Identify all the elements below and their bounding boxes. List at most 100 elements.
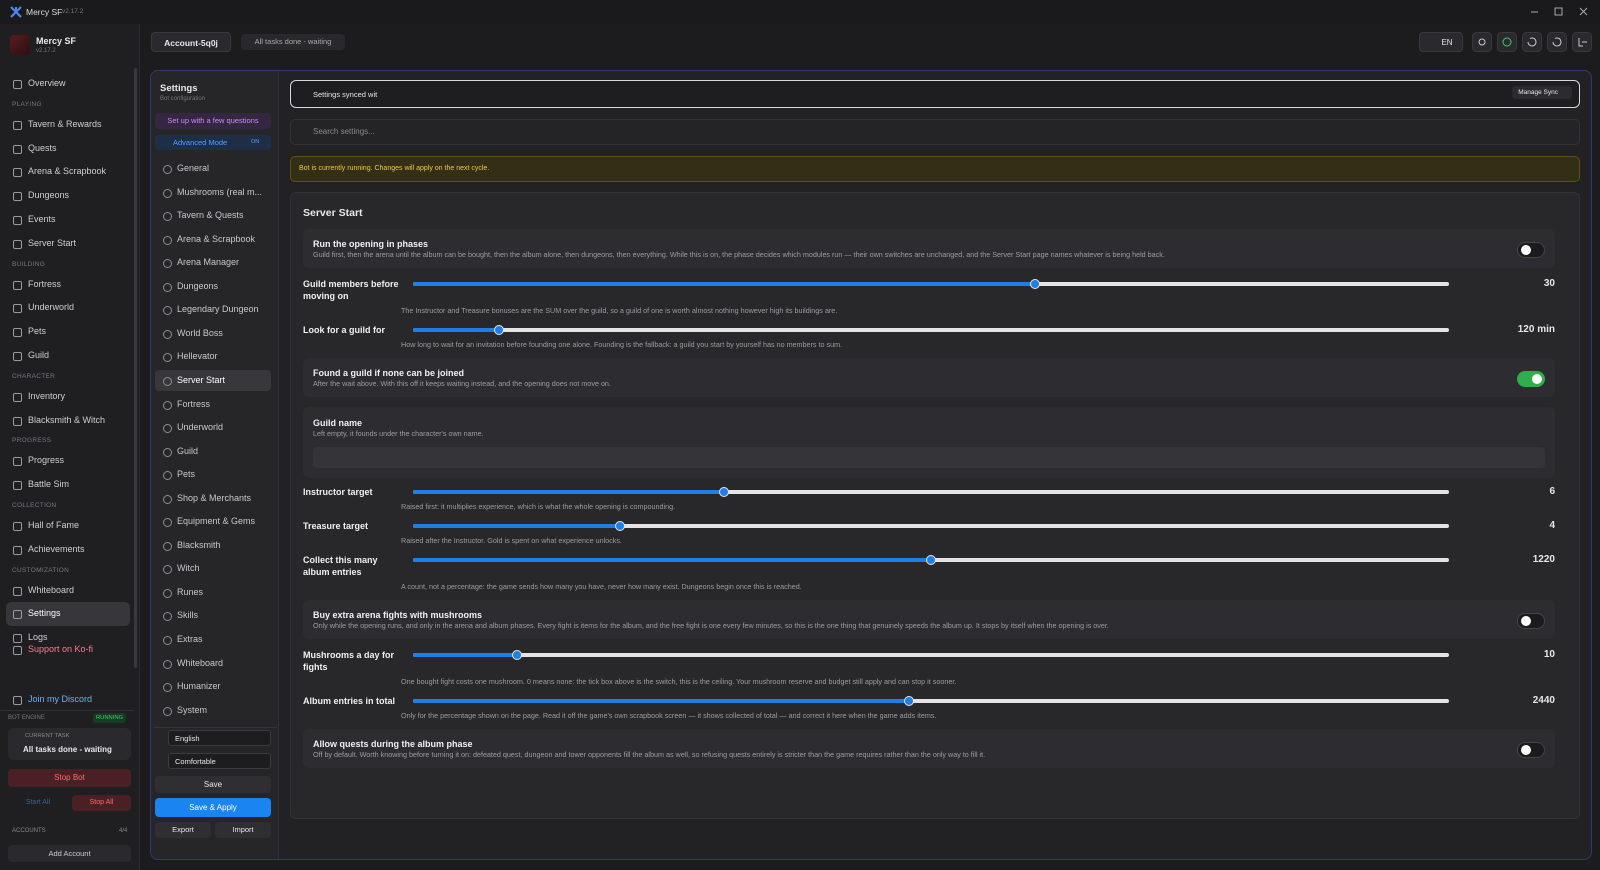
nav-item[interactable]: Underworld xyxy=(6,296,130,320)
nav-item[interactable]: Tavern & Rewards xyxy=(6,113,130,137)
nav-item[interactable]: Server Start xyxy=(6,232,130,256)
divider xyxy=(153,727,277,728)
settings-nav-item[interactable]: Guild xyxy=(155,441,271,462)
slider-track[interactable] xyxy=(413,486,1449,498)
status-chip: All tasks done - waiting xyxy=(241,34,345,50)
settings-nav-item[interactable]: Runes xyxy=(155,582,271,603)
engine-label: BOT ENGINE xyxy=(8,715,45,721)
settings-nav-item[interactable]: Whiteboard xyxy=(155,653,271,674)
row-title: Collect this many album entries xyxy=(303,555,378,577)
nav-heading: PLAYING xyxy=(12,100,42,108)
row-title: Run the opening in phases xyxy=(313,239,429,249)
sync-bar: Settings synced wit Manage Sync xyxy=(290,80,1580,108)
toolbar-icons[interactable] xyxy=(1472,32,1592,52)
text-input[interactable] xyxy=(313,447,1545,468)
toggle[interactable] xyxy=(1517,371,1545,387)
settings-nav-item[interactable]: Legendary Dungeon xyxy=(155,299,271,320)
slider-track[interactable] xyxy=(413,324,1449,336)
slider-thumb[interactable] xyxy=(718,487,729,497)
settings-nav-item[interactable]: General xyxy=(155,158,271,179)
slider-track[interactable] xyxy=(413,554,1449,566)
add-account-button[interactable]: Add Account xyxy=(8,845,131,862)
stop-bot-button[interactable]: Stop Bot xyxy=(8,769,131,787)
settings-nav-item[interactable]: World Boss xyxy=(155,323,271,344)
stop-all-button[interactable]: Stop All xyxy=(72,795,131,811)
nav-item[interactable]: Overview xyxy=(6,72,130,96)
toggle[interactable] xyxy=(1517,613,1545,629)
nav-item[interactable]: Settings xyxy=(6,602,130,627)
save-button[interactable]: Save xyxy=(155,776,271,793)
language-button[interactable]: EN xyxy=(1419,32,1463,52)
nav-item[interactable]: Fortress xyxy=(6,273,130,297)
nav-item[interactable]: Hall of Fame xyxy=(6,514,130,538)
slider-thumb[interactable] xyxy=(926,555,936,565)
settings-nav-item[interactable]: System xyxy=(155,700,271,721)
settings-nav-item[interactable]: Hellevator xyxy=(155,346,271,367)
current-task-card: CURRENT TASK All tasks done - waiting xyxy=(8,728,131,760)
settings-nav-item[interactable]: Equipment & Gems xyxy=(155,511,271,532)
nav-item[interactable]: Logs xyxy=(6,626,130,650)
nav-item[interactable]: Whiteboard xyxy=(6,579,130,603)
nav-item[interactable]: Guild xyxy=(6,344,130,368)
advanced-mode[interactable]: Advanced Mode xyxy=(155,135,271,150)
toggle[interactable] xyxy=(1517,742,1545,758)
slider-thumb[interactable] xyxy=(615,521,626,531)
settings-nav-item[interactable]: Blacksmith xyxy=(155,535,271,556)
export-button[interactable]: Export xyxy=(155,822,211,838)
save-apply-button[interactable]: Save & Apply xyxy=(155,798,271,817)
settings-nav-item[interactable]: Shop & Merchants xyxy=(155,488,271,509)
discord-link[interactable]: Join my Discord xyxy=(6,688,130,712)
settings-nav-item[interactable]: Arena Manager xyxy=(155,252,271,273)
nav-item[interactable]: Arena & Scrapbook xyxy=(6,160,130,184)
window-controls[interactable] xyxy=(1525,6,1595,18)
density-select[interactable]: Comfortable xyxy=(168,753,271,769)
settings-nav-item[interactable]: Mushrooms (real m... xyxy=(155,182,271,203)
language-select[interactable]: English xyxy=(168,730,271,746)
manage-sync-button[interactable]: Manage Sync xyxy=(1512,86,1572,99)
slider-track[interactable] xyxy=(413,649,1449,661)
account-select[interactable]: Account-5q0j xyxy=(151,32,231,52)
slider-thumb[interactable] xyxy=(511,650,522,660)
slider-thumb[interactable] xyxy=(1029,279,1040,289)
wizard-button[interactable]: Set up with a few questions xyxy=(155,113,271,129)
settings-nav-item[interactable]: Skills xyxy=(155,605,271,626)
settings-title: Settings xyxy=(160,83,198,94)
slider-thumb[interactable] xyxy=(494,325,505,335)
settings-nav-item[interactable]: Arena & Scrapbook xyxy=(155,229,271,250)
toggle[interactable] xyxy=(1517,242,1545,258)
slider-thumb[interactable] xyxy=(903,696,914,706)
nav-item[interactable]: Events xyxy=(6,208,130,232)
divider xyxy=(0,710,134,711)
nav-item[interactable]: Achievements xyxy=(6,538,130,562)
profile-version: v2.17.2 xyxy=(36,48,56,54)
settings-nav-item[interactable]: Witch xyxy=(155,558,271,579)
import-button[interactable]: Import xyxy=(215,822,271,838)
nav-item[interactable]: Quests xyxy=(6,137,130,161)
nav-item[interactable]: Blacksmith & Witch xyxy=(6,409,130,433)
slider-line: Instructor target 6 xyxy=(303,486,1555,498)
nav-item[interactable]: Inventory xyxy=(6,385,130,409)
settings-nav-item[interactable]: Tavern & Quests xyxy=(155,205,271,226)
settings-nav-item[interactable]: Fortress xyxy=(155,394,271,415)
nav-item[interactable]: Progress xyxy=(6,449,130,473)
settings-nav-item[interactable]: Pets xyxy=(155,464,271,485)
app-version: v2.17.2 xyxy=(62,8,84,15)
settings-nav-item[interactable]: Dungeons xyxy=(155,276,271,297)
nav-item[interactable]: Battle Sim xyxy=(6,473,130,497)
slider-track[interactable] xyxy=(413,278,1449,290)
nav-list: Overview PLAYING Tavern & Rewards Quests Are… xyxy=(6,72,130,650)
search-box[interactable]: Search settings... xyxy=(290,119,1580,145)
nav-item[interactable]: Dungeons xyxy=(6,184,130,208)
start-all-button[interactable]: Start All xyxy=(25,799,51,806)
settings-nav-item[interactable]: Server Start xyxy=(155,369,271,391)
track-fill xyxy=(413,328,500,332)
nav-heading: CHARACTER xyxy=(12,372,56,380)
settings-nav-item[interactable]: Extras xyxy=(155,629,271,650)
settings-nav-item[interactable]: Humanizer xyxy=(155,676,271,697)
slider-track[interactable] xyxy=(413,520,1449,532)
support-link[interactable]: Support on Ko-fi xyxy=(6,638,130,662)
nav-item[interactable]: Pets xyxy=(6,320,130,344)
slider-value: 120 min xyxy=(1517,324,1555,335)
settings-nav-item[interactable]: Underworld xyxy=(155,417,271,438)
slider-track[interactable] xyxy=(413,695,1449,707)
